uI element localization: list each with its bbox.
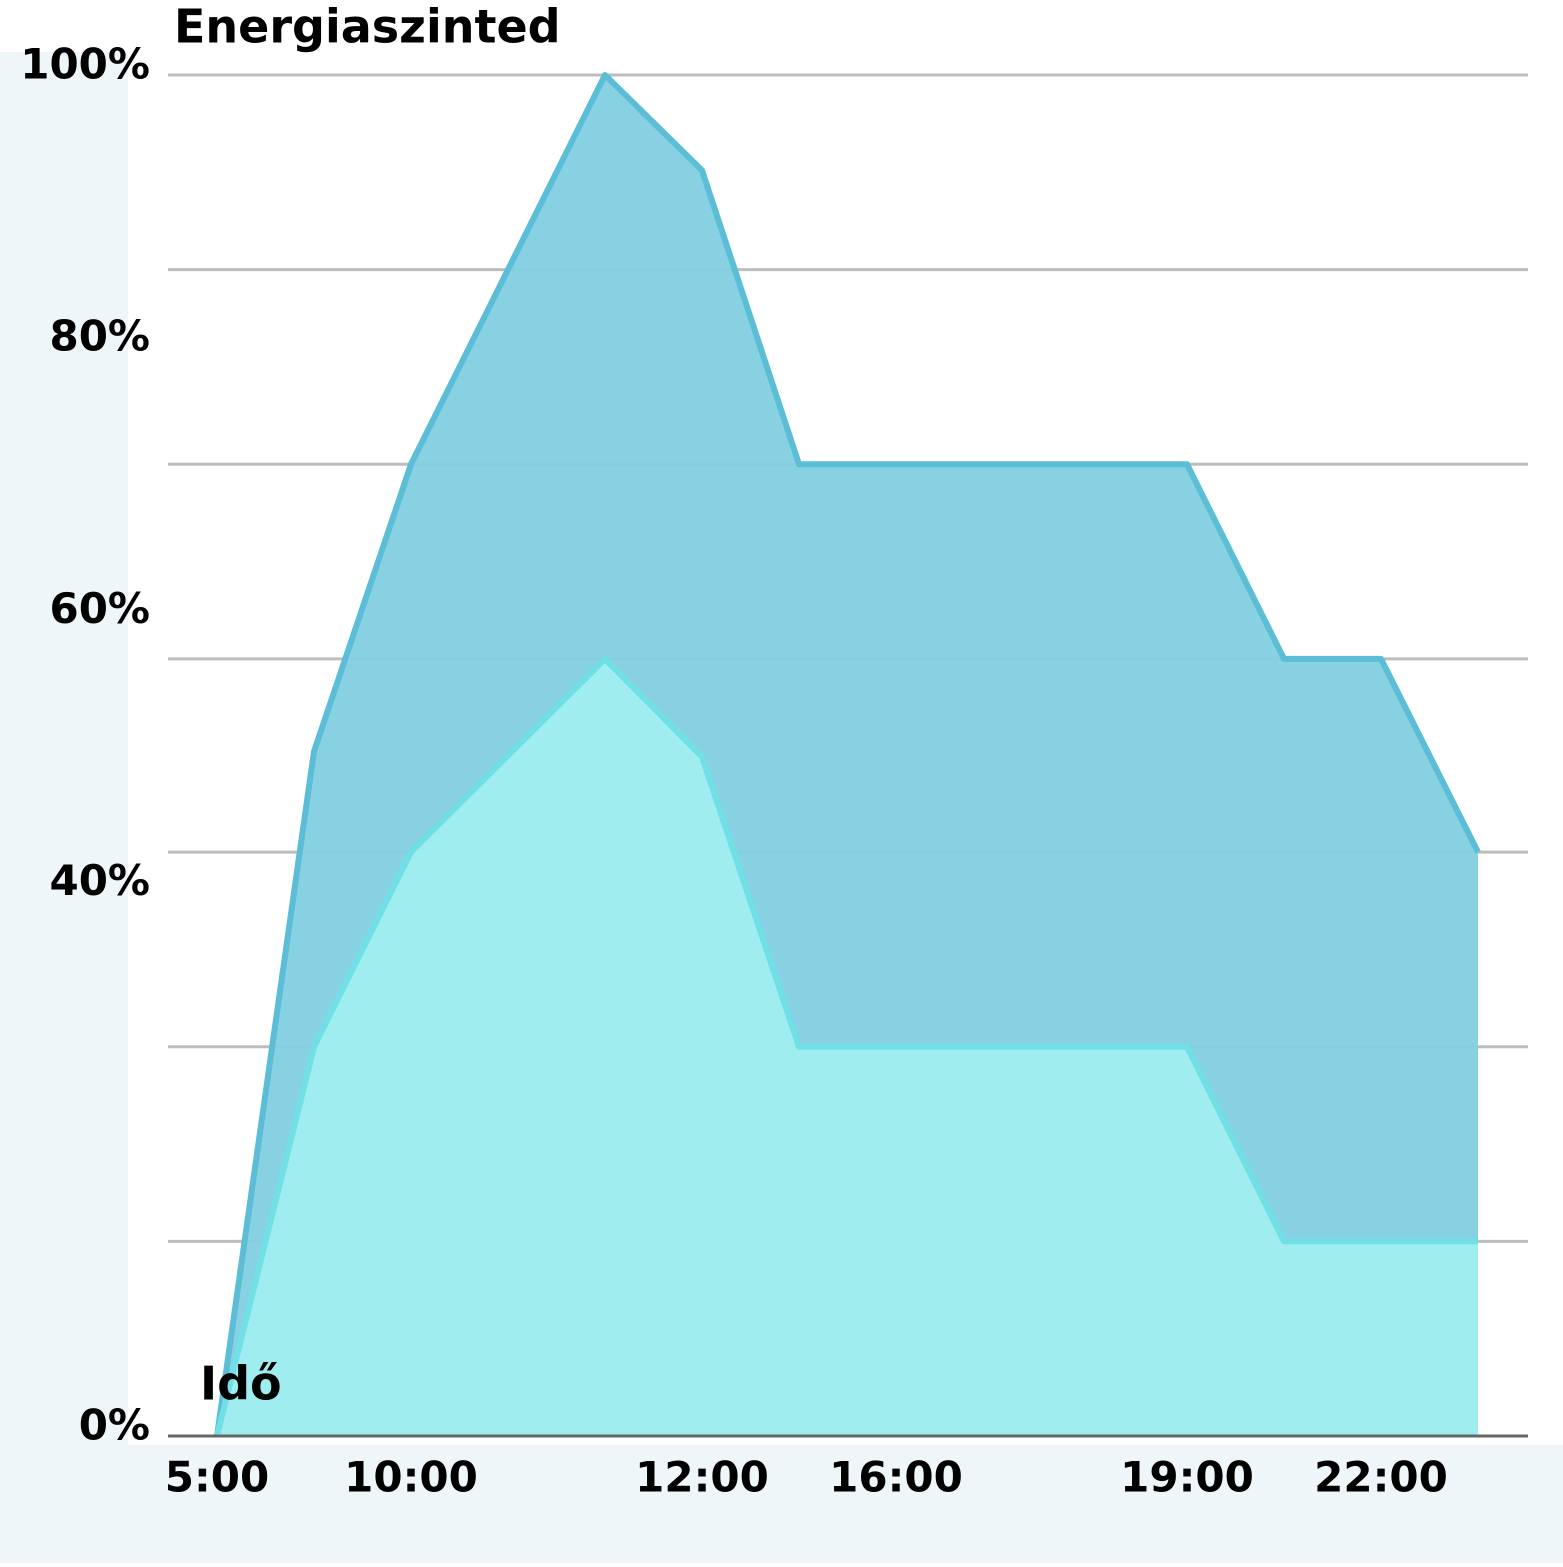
y-tick-label: 100%: [20, 40, 150, 89]
y-tick-label: 60%: [49, 584, 150, 633]
chart-title: Energiaszinted: [174, 0, 561, 54]
bottom-panel: [0, 1445, 1563, 1563]
x-tick-label: 19:00: [1120, 1453, 1254, 1502]
y-tick-label: 40%: [49, 856, 150, 905]
area-line: [214, 72, 1481, 1437]
side-panel: [0, 52, 128, 1563]
y-tick-label: 0%: [79, 1401, 150, 1450]
x-tick-label: 22:00: [1314, 1453, 1448, 1502]
x-axis-label: Idő: [200, 1357, 282, 1411]
area-line: [214, 655, 1478, 1437]
y-tick-label: 80%: [49, 312, 150, 361]
x-tick-label: 5:00: [165, 1453, 269, 1502]
x-tick-label: 10:00: [344, 1453, 478, 1502]
x-tick-label: 16:00: [829, 1453, 963, 1502]
x-tick-label: 12:00: [635, 1453, 769, 1502]
